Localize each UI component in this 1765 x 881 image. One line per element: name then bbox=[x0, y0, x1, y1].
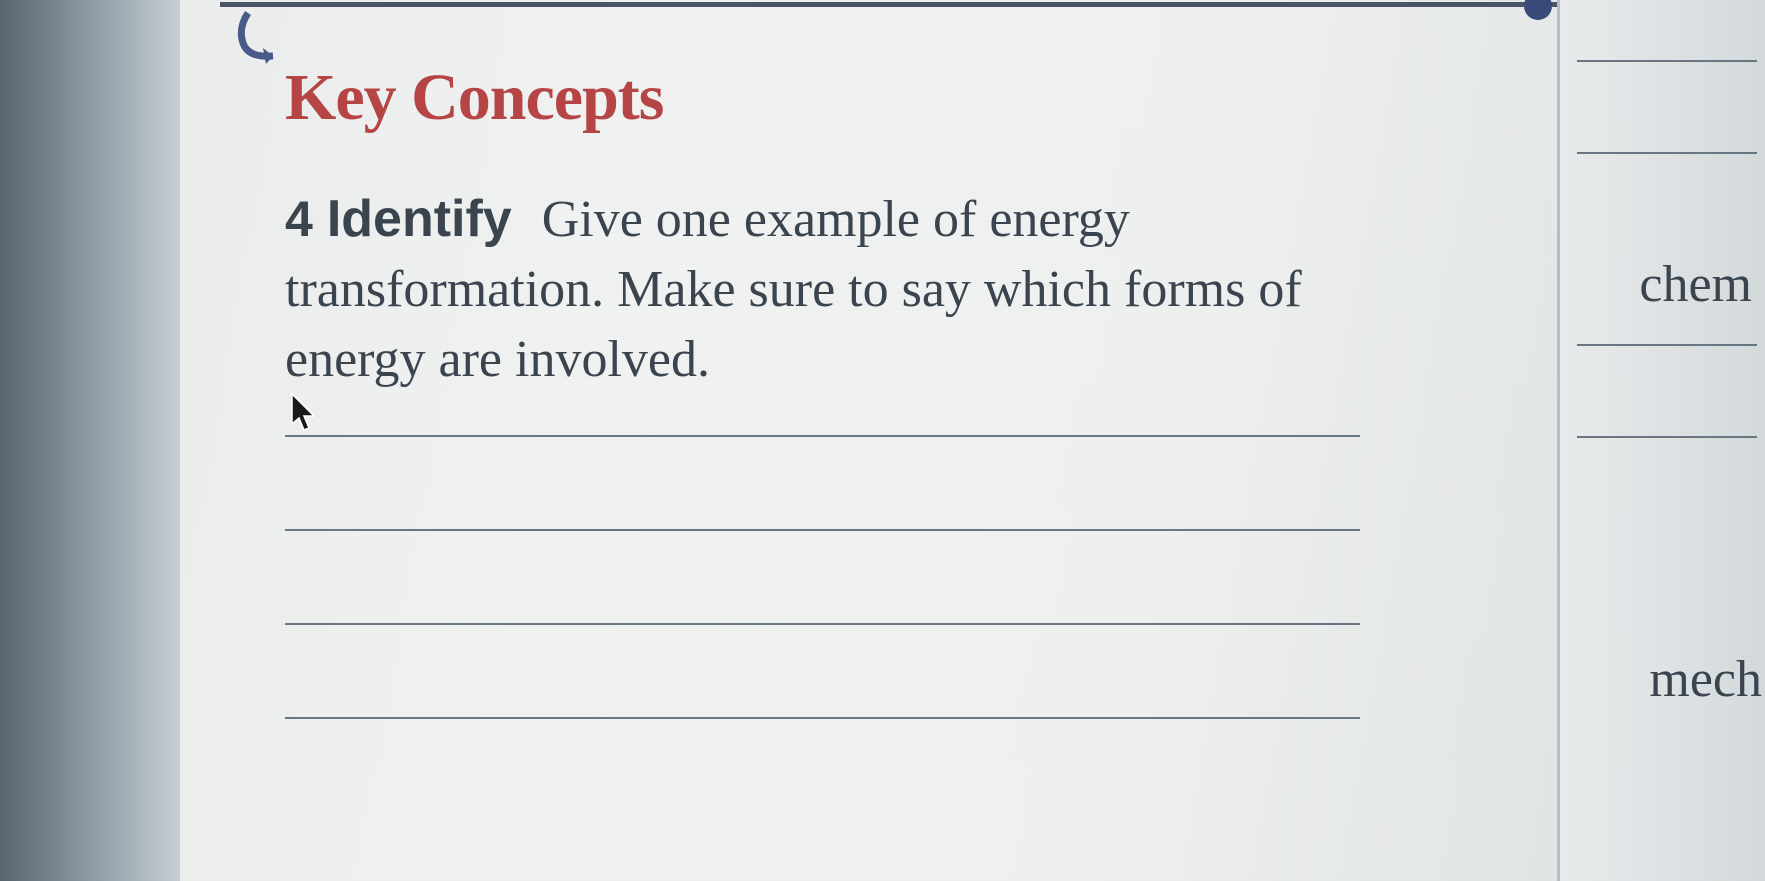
right-line bbox=[1577, 436, 1757, 438]
answer-line bbox=[285, 529, 1360, 531]
answer-line bbox=[285, 717, 1360, 719]
answer-line bbox=[285, 435, 1360, 437]
right-line bbox=[1577, 152, 1757, 154]
question-verb: Identify bbox=[327, 190, 512, 248]
right-column-lines bbox=[1577, 60, 1757, 528]
answer-lines-area[interactable] bbox=[285, 435, 1360, 811]
mouse-cursor-icon bbox=[288, 392, 320, 434]
right-column-word-2: mech bbox=[1649, 650, 1762, 709]
right-line bbox=[1577, 344, 1757, 346]
top-horizontal-rule bbox=[220, 2, 1557, 7]
left-margin-shadow bbox=[0, 0, 180, 881]
question-number: 4 bbox=[285, 191, 313, 247]
question-prompt-text bbox=[516, 191, 542, 248]
section-heading: Key Concepts bbox=[285, 60, 663, 136]
question-4-block: 4 Identify Give one example of energy tr… bbox=[285, 185, 1345, 396]
top-right-dot bbox=[1524, 0, 1552, 20]
margin-mark bbox=[60, 811, 85, 861]
document-page: Key Concepts 4 Identify Give one example… bbox=[180, 0, 1560, 881]
right-line bbox=[1577, 60, 1757, 62]
answer-line bbox=[285, 623, 1360, 625]
